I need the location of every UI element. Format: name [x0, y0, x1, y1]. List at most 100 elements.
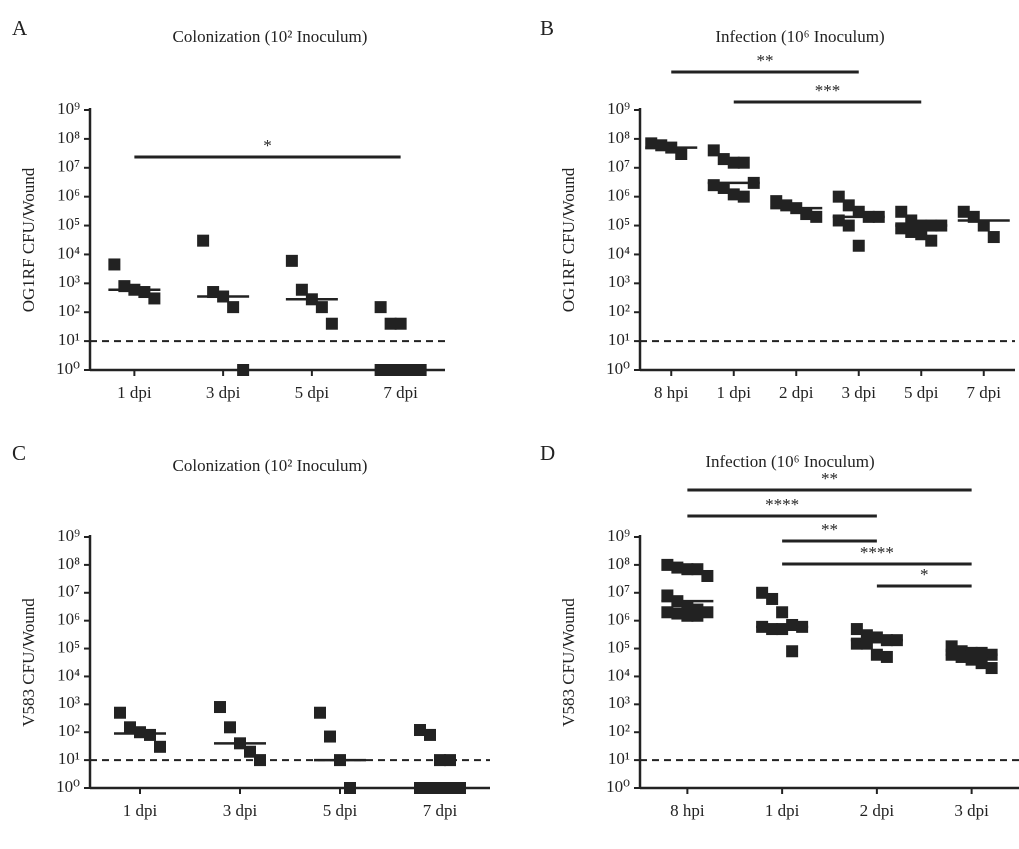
x-tick-label: 5 dpi: [295, 383, 330, 402]
data-point: [925, 234, 938, 247]
y-tick-label: 10⁵: [607, 637, 630, 656]
data-point: [244, 745, 256, 758]
x-tick-label: 1 dpi: [765, 801, 800, 820]
data-point: [737, 190, 750, 203]
data-point: [414, 724, 426, 737]
data-point: [374, 301, 387, 314]
data-point: [394, 317, 407, 330]
panel-title: Infection (10⁶ Inoculum): [705, 452, 874, 471]
significance-label: **: [821, 469, 838, 488]
data-point: [776, 623, 789, 636]
y-tick-label: 10⁴: [57, 243, 80, 262]
y-tick-label: 10²: [58, 301, 80, 320]
significance-label: ***: [815, 81, 841, 100]
panel-letter: C: [12, 441, 26, 465]
data-point: [207, 286, 220, 299]
y-tick-label: 10³: [58, 272, 80, 291]
data-point: [756, 586, 769, 599]
data-point: [727, 188, 740, 201]
y-tick-label: 10²: [608, 301, 630, 320]
data-point: [850, 623, 863, 636]
data-point: [434, 754, 446, 767]
y-axis-label: V583 CFU/Wound: [19, 598, 38, 727]
panel-letter: D: [540, 441, 555, 465]
data-point: [842, 199, 855, 212]
data-point: [661, 589, 674, 602]
data-point: [786, 645, 799, 658]
data-point: [691, 609, 704, 622]
x-tick-label: 3 dpi: [223, 801, 258, 820]
data-point: [384, 317, 397, 330]
y-tick-label: 10⁹: [57, 99, 80, 118]
x-tick-label: 1 dpi: [717, 383, 752, 402]
x-tick-label: 1 dpi: [117, 383, 152, 402]
y-tick-label: 10⁸: [57, 554, 80, 573]
y-axis-label: OG1RF CFU/Wound: [19, 167, 38, 312]
x-tick-label: 2 dpi: [779, 383, 814, 402]
panel-letter: B: [540, 16, 554, 40]
data-point: [707, 144, 720, 157]
significance-label: **: [757, 51, 774, 70]
y-tick-label: 10¹: [608, 330, 630, 349]
y-tick-label: 10³: [58, 693, 80, 712]
x-tick-label: 8 hpi: [670, 801, 705, 820]
data-point: [675, 147, 688, 160]
data-point: [315, 301, 328, 314]
y-tick-label: 10³: [608, 693, 630, 712]
data-point: [344, 782, 356, 794]
y-tick-label: 10⁴: [607, 665, 630, 684]
y-tick-label: 10⁷: [57, 157, 80, 176]
x-tick-label: 5 dpi: [904, 383, 939, 402]
y-tick-label: 10²: [58, 721, 80, 740]
data-point: [671, 561, 684, 574]
data-point: [254, 754, 266, 767]
data-point: [144, 728, 156, 741]
data-point: [701, 606, 714, 619]
data-point: [770, 195, 783, 208]
y-tick-label: 10⁶: [57, 186, 80, 205]
data-point: [905, 214, 918, 227]
y-tick-label: 10²: [608, 721, 630, 740]
data-point: [295, 283, 308, 296]
data-point: [800, 208, 813, 221]
data-point: [987, 231, 1000, 244]
y-tick-label: 10⁶: [57, 610, 80, 629]
data-point: [895, 205, 908, 218]
y-tick-label: 10⁷: [607, 582, 630, 601]
data-point: [717, 181, 730, 194]
data-point: [444, 754, 456, 767]
y-tick-label: 10⁶: [607, 610, 630, 629]
x-tick-label: 1 dpi: [123, 801, 158, 820]
data-point: [977, 219, 990, 232]
data-point: [965, 653, 978, 666]
data-point: [124, 721, 136, 734]
x-tick-label: 5 dpi: [323, 801, 358, 820]
data-point: [134, 726, 146, 739]
y-tick-label: 10¹: [608, 749, 630, 768]
y-tick-label: 10⁶: [607, 186, 630, 205]
data-point: [671, 607, 684, 620]
data-point: [691, 563, 704, 576]
x-tick-label: 3 dpi: [842, 383, 877, 402]
data-point: [975, 657, 988, 670]
y-tick-label: 10⁵: [607, 214, 630, 233]
y-axis-label: V583 CFU/Wound: [559, 598, 578, 727]
data-point: [661, 558, 674, 571]
y-tick-label: 10⁸: [607, 554, 630, 573]
y-tick-label: 10⁷: [57, 582, 80, 601]
data-point: [197, 234, 210, 247]
y-tick-label: 10⁴: [607, 243, 630, 262]
data-point: [717, 153, 730, 166]
y-tick-label: 10¹: [58, 749, 80, 768]
data-point: [154, 740, 166, 753]
x-tick-label: 7 dpi: [423, 801, 458, 820]
data-point: [701, 569, 714, 582]
data-point: [214, 701, 226, 714]
y-tick-label: 10⁵: [57, 637, 80, 656]
y-tick-label: 10⁹: [57, 526, 80, 545]
data-point: [737, 156, 750, 169]
y-tick-label: 10⁸: [607, 128, 630, 147]
y-tick-label: 10⁰: [56, 777, 80, 796]
